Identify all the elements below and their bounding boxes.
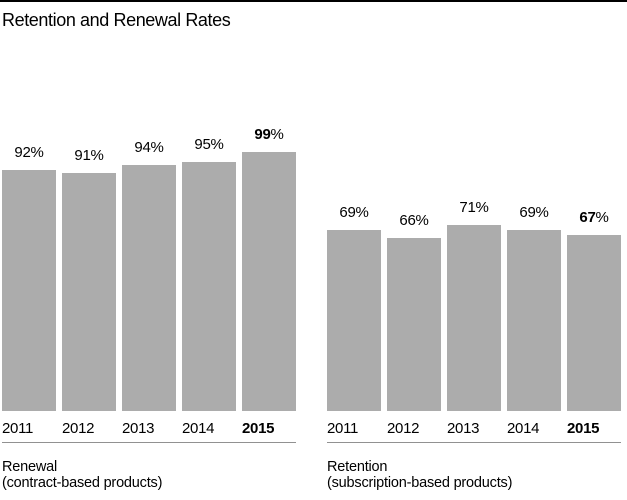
year-axis: 2011 2012 2013 2014 2015 xyxy=(327,420,621,438)
bar-value-label: 99% xyxy=(254,126,283,144)
bar xyxy=(122,165,176,411)
percent-sign: % xyxy=(415,212,429,229)
group-subtitle: (subscription-based products) xyxy=(327,475,513,491)
top-rule xyxy=(0,0,627,2)
group-name: Renewal xyxy=(2,459,58,475)
percent-sign: % xyxy=(270,126,284,143)
bar xyxy=(507,230,561,411)
percent-sign: % xyxy=(90,147,104,164)
bar-value-label: 69% xyxy=(519,204,548,222)
percent-sign: % xyxy=(150,139,164,156)
bar-column: 69% xyxy=(507,204,561,411)
year-label: 2014 xyxy=(507,420,540,437)
year-label: 2012 xyxy=(62,420,95,437)
bar-group-retention: 69% 66% 71% 69% 67% 2011 2012 2013 2014 2015 Reten… xyxy=(327,119,621,491)
year-label: 2011 xyxy=(2,420,34,437)
bar-value-number: 95 xyxy=(194,136,211,153)
bar-value-label: 66% xyxy=(399,212,428,230)
percent-sign: % xyxy=(475,199,489,216)
year-label: 2015 xyxy=(567,420,600,437)
bar-value-number: 94 xyxy=(134,139,151,156)
baseline-rule xyxy=(327,442,621,443)
bar-value-number: 67 xyxy=(579,209,596,226)
bars-row: 92% 91% 94% 95% 99% xyxy=(2,119,296,411)
bar-column: 94% xyxy=(122,139,176,411)
year-label: 2013 xyxy=(447,420,480,437)
bar xyxy=(242,152,296,411)
group-name: Retention xyxy=(327,459,388,475)
bar xyxy=(447,225,501,411)
bar-value-number: 66 xyxy=(399,212,416,229)
bar-value-number: 69 xyxy=(519,204,536,221)
bars-row: 69% 66% 71% 69% 67% xyxy=(327,119,621,411)
year-label: 2015 xyxy=(242,420,275,437)
bar-value-label: 69% xyxy=(339,204,368,222)
bar-group-renewal: 92% 91% 94% 95% 99% 2011 2012 2013 2014 2015 Renew… xyxy=(2,119,296,491)
bar-value-number: 99 xyxy=(254,126,271,143)
percent-sign: % xyxy=(595,209,609,226)
bar xyxy=(327,230,381,411)
year-axis: 2011 2012 2013 2014 2015 xyxy=(2,420,296,438)
bar-value-label: 95% xyxy=(194,136,223,154)
percent-sign: % xyxy=(355,204,369,221)
bar-value-label: 91% xyxy=(74,147,103,165)
year-label: 2011 xyxy=(327,420,359,437)
bar-value-number: 91 xyxy=(74,147,91,164)
bar-column: 66% xyxy=(387,212,441,411)
bar-column: 99% xyxy=(242,126,296,411)
bar-column: 67% xyxy=(567,209,621,411)
bar xyxy=(182,162,236,411)
bar-value-label: 94% xyxy=(134,139,163,157)
bar-column: 95% xyxy=(182,136,236,411)
bar-value-number: 69 xyxy=(339,204,356,221)
percent-sign: % xyxy=(30,144,44,161)
bar-column: 92% xyxy=(2,144,56,411)
bar-value-label: 67% xyxy=(579,209,608,227)
bar-value-number: 71 xyxy=(459,199,476,216)
chart-title: Retention and Renewal Rates xyxy=(2,10,231,30)
percent-sign: % xyxy=(535,204,549,221)
group-subtitle: (contract-based products) xyxy=(2,475,163,491)
bar xyxy=(62,173,116,411)
bar-value-number: 92 xyxy=(14,144,31,161)
bar xyxy=(567,235,621,411)
percent-sign: % xyxy=(210,136,224,153)
baseline-rule xyxy=(2,442,296,443)
year-label: 2013 xyxy=(122,420,155,437)
year-label: 2012 xyxy=(387,420,420,437)
bar-value-label: 71% xyxy=(459,199,488,217)
year-label: 2014 xyxy=(182,420,215,437)
bar-value-label: 92% xyxy=(14,144,43,162)
charts-row: 92% 91% 94% 95% 99% 2011 2012 2013 2014 2015 Renew… xyxy=(0,119,627,491)
bar-column: 91% xyxy=(62,147,116,411)
bar-column: 69% xyxy=(327,204,381,411)
bar xyxy=(2,170,56,411)
bar xyxy=(387,238,441,411)
bar-column: 71% xyxy=(447,199,501,411)
